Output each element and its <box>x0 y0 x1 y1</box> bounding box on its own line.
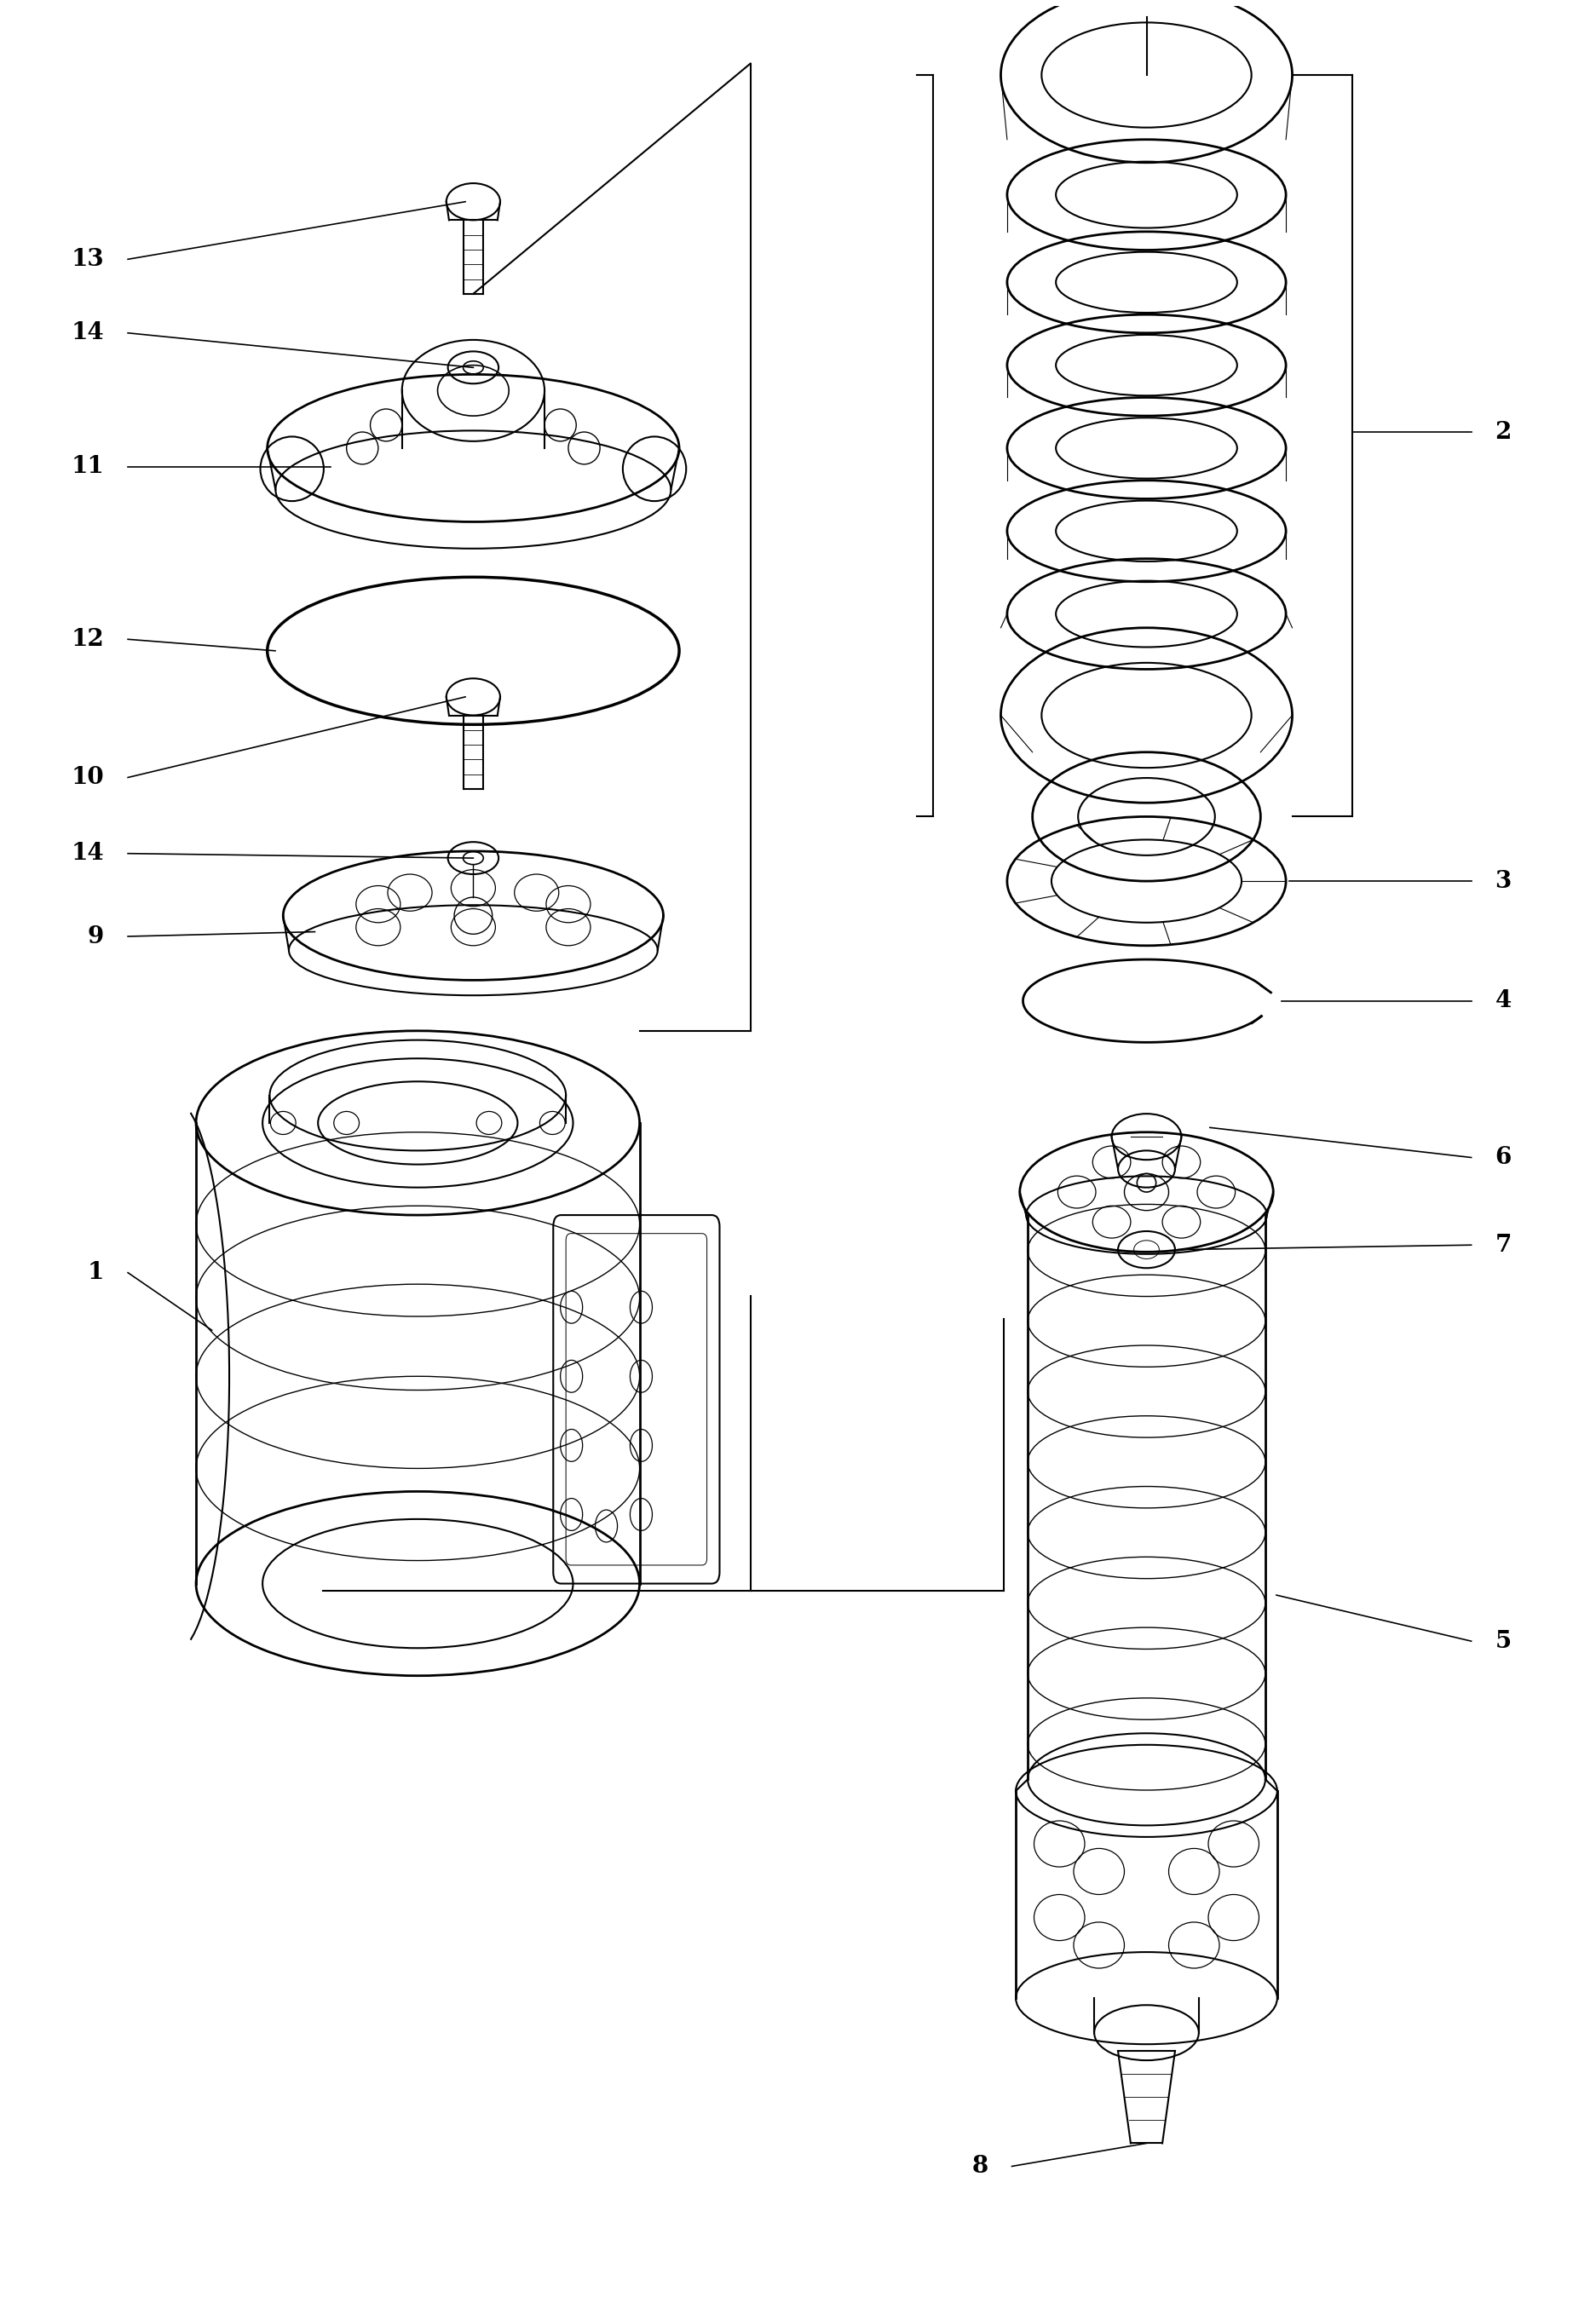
Text: 14: 14 <box>72 843 104 866</box>
Text: 7: 7 <box>1495 1234 1511 1257</box>
Text: 2: 2 <box>1495 421 1511 444</box>
Text: 1: 1 <box>88 1262 104 1285</box>
Text: 14: 14 <box>72 322 104 345</box>
Text: 8: 8 <box>972 2155 988 2178</box>
Text: 13: 13 <box>72 248 104 271</box>
Text: 3: 3 <box>1495 870 1511 894</box>
Text: 5: 5 <box>1495 1630 1511 1653</box>
Text: 9: 9 <box>88 926 104 947</box>
Text: 12: 12 <box>72 627 104 651</box>
Text: 4: 4 <box>1495 989 1511 1012</box>
Text: 11: 11 <box>72 456 104 479</box>
Text: 10: 10 <box>72 766 104 789</box>
Text: 6: 6 <box>1495 1146 1511 1169</box>
